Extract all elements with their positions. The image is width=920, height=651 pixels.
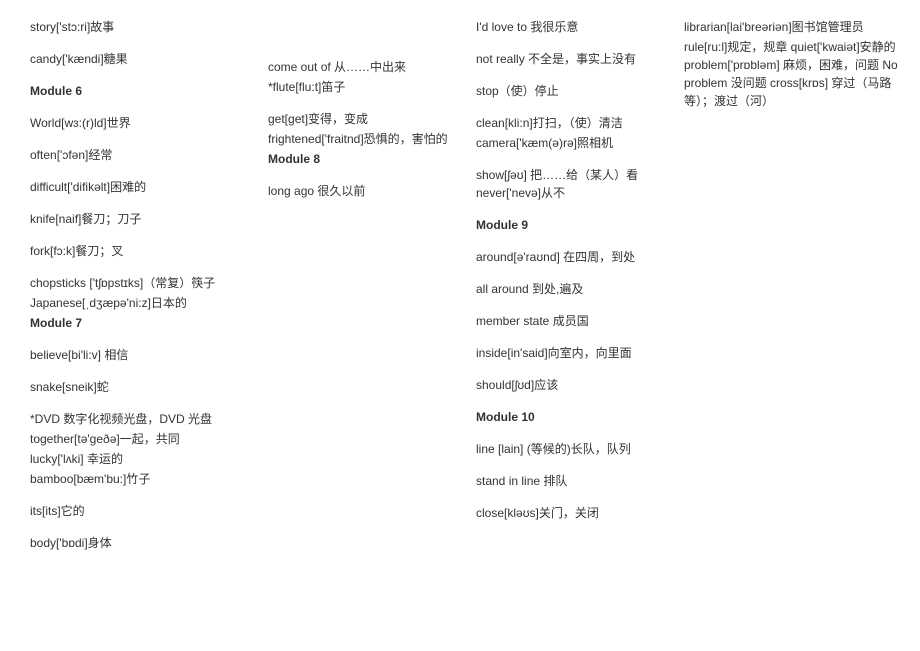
vocab-entry: together[tə'geðə]一起，共同: [30, 430, 240, 448]
vocab-entry: difficult['difikəlt]困难的: [30, 178, 240, 196]
vocab-entry: story['stɔ:ri]故事: [30, 18, 240, 36]
vocab-entry: camera['kæm(ə)rə]照相机: [476, 134, 656, 152]
vocab-entry: World[wɜ:(r)ld]世界: [30, 114, 240, 132]
vocab-entry: line [lain] (等候的)长队，队列: [476, 440, 656, 458]
vocab-entry: often['ɔfən]经常: [30, 146, 240, 164]
vocab-entry: *flute[flu:t]笛子: [268, 78, 448, 96]
module-heading: Module 10: [476, 408, 656, 426]
vocab-entry: stand in line 排队: [476, 472, 656, 490]
vocab-entry: frightened['fraitnd]恐惧的，害怕的: [268, 130, 448, 148]
vocab-entry: *DVD 数字化视频光盘，DVD 光盘: [30, 410, 240, 428]
vocab-entry: snake[sneik]蛇: [30, 378, 240, 396]
vocab-entry: show[ʃəʊ] 把……给（某人）看 never['nevə]从不: [476, 166, 656, 202]
vocab-entry: I'd love to 我很乐意: [476, 18, 656, 36]
module-heading: Module 7: [30, 314, 240, 332]
vocab-entry: Japanese[ˌdʒæpə'ni:z]日本的: [30, 294, 240, 312]
vocab-entry: lucky['lʌki] 幸运的: [30, 450, 240, 468]
vocab-entry: chopsticks ['tʃɒpstɪks]（常复）筷子: [30, 274, 240, 292]
vocab-entry: get[get]变得，变成: [268, 110, 448, 128]
vocab-entry: believe[bi'li:v] 相信: [30, 346, 240, 364]
vocab-entry: member state 成员国: [476, 312, 656, 330]
vocab-entry: its[its]它的: [30, 502, 240, 520]
vocab-entry: stop（使）停止: [476, 82, 656, 100]
vocab-entry: close[kləʊs]关门，关闭: [476, 504, 656, 522]
vocab-entry: knife[naif]餐刀；刀子: [30, 210, 240, 228]
vocab-entry: not really 不全是，事实上没有: [476, 50, 656, 68]
vocab-entry: should[ʃʊd]应该: [476, 376, 656, 394]
vocab-entry: all around 到处,遍及: [476, 280, 656, 298]
module-heading: Module 6: [30, 82, 240, 100]
vocab-entry: inside[in'said]向室内，向里面: [476, 344, 656, 362]
vocab-entry: librarian[lai'breəriən]图书馆管理员: [684, 18, 914, 36]
vocab-entry: come out of 从……中出来: [268, 58, 448, 76]
column-1: story['stɔ:ri]故事 candy['kændi]糖果 Module 6 W…: [30, 18, 240, 633]
vocab-entry: rule[ru:l]规定，规章 quiet['kwaiət]安静的 proble…: [684, 38, 914, 110]
column-4: librarian[lai'breəriən]图书馆管理员 rule[ru:l]规…: [684, 18, 914, 633]
vocab-entry: body['bɒdi]身体: [30, 534, 240, 552]
vocab-entry: long ago 很久以前: [268, 182, 448, 200]
module-heading: Module 8: [268, 150, 448, 168]
vocab-entry: candy['kændi]糖果: [30, 50, 240, 68]
column-3: I'd love to 我很乐意 not really 不全是，事实上没有 stop…: [476, 18, 656, 633]
module-heading: Module 9: [476, 216, 656, 234]
column-2: come out of 从……中出来 *flute[flu:t]笛子 get[get…: [268, 18, 448, 633]
vocab-entry: bamboo[bæm'bu:]竹子: [30, 470, 240, 488]
vocab-entry: fork[fɔ:k]餐刀；叉: [30, 242, 240, 260]
vocab-entry: around[ə'raʊnd] 在四周，到处: [476, 248, 656, 266]
vocab-entry: clean[kli:n]打扫，（使）清洁: [476, 114, 656, 132]
